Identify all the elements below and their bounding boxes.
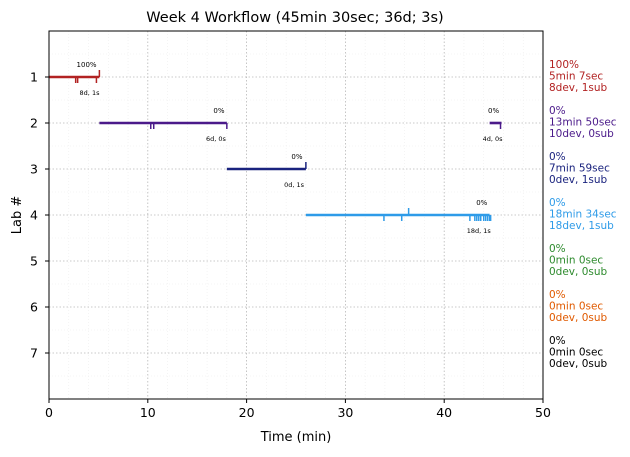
lab-6-summary-line: 0dev, 0sub [549,312,608,324]
lab-7-summary-line: 0dev, 0sub [549,358,608,370]
chart-title: Week 4 Workflow (45min 30sec; 36d; 3s) [146,10,443,26]
x-tick-label: 30 [337,405,353,420]
lab-5-summary-line: 0min 0sec [549,255,603,267]
lab-1-summary-line: 8dev, 1sub [549,82,608,94]
x-tick-label: 50 [535,405,551,420]
lab-4-count-label: 18d, 1s [467,227,492,235]
y-tick-label: 6 [30,300,38,315]
x-tick-label: 10 [140,405,156,420]
y-tick-label: 4 [30,208,38,223]
lab-3-summary-line: 0dev, 1sub [549,174,608,186]
lab-2-summary-line: 10dev, 0sub [549,128,614,140]
lab-3-count-label: 0d, 1s [284,181,305,189]
y-tick-label: 7 [30,346,38,361]
lab-7-summary-line: 0min 0sec [549,347,603,359]
lab-2-summary-line: 0% [549,105,566,117]
lab-6-summary-line: 0% [549,289,566,301]
lab-1-percent-label: 100% [77,61,97,69]
lab-1-summary-line: 5min 7sec [549,71,603,83]
x-axis-label: Time (min) [260,430,332,445]
y-tick-label: 1 [30,70,38,85]
lab-1-summary-line: 100% [549,59,579,71]
lab-4-summary-line: 18dev, 1sub [549,220,614,232]
axis-layer: 0 10 20 30 40 50 1 2 3 4 5 6 7 [30,70,551,421]
lab-3-summary-line: 0% [549,151,566,163]
lab-5-summary-line: 0% [549,243,566,255]
lab-6-summary-line: 0min 0sec [549,301,603,313]
y-axis-label: Lab # [10,196,25,235]
y-tick-label: 2 [30,116,38,131]
lab-3-summary-line: 7min 59sec [549,163,610,175]
lab-4-summary-line: 18min 34sec [549,209,617,221]
x-tick-label: 0 [45,405,53,420]
lab-2-summary-line: 13min 50sec [549,117,617,129]
lab-3-percent-label: 0% [291,153,302,161]
lab-4-summary-line: 0% [549,197,566,209]
lab-7-summary-line: 0% [549,335,566,347]
series-layer: 100% 8d, 1s 0% 0% 6d, 0s 4d, 0s 0% 0d, 1s 0% 18d,… [49,61,503,235]
lab-2-count-label: 4d, 0s [483,135,504,143]
lab-4-percent-label: 0% [476,199,487,207]
x-tick-label: 20 [239,405,255,420]
lab-2-percent-label: 0% [488,107,499,115]
lab-5-summary-line: 0dev, 0sub [549,266,608,278]
lab-1-count-label: 8d, 1s [80,89,101,97]
x-tick-label: 40 [436,405,452,420]
lab-2-percent-label: 0% [213,107,224,115]
lab-2-count-label: 6d, 0s [206,135,227,143]
y-tick-label: 3 [30,162,38,177]
y-tick-label: 5 [30,254,38,269]
